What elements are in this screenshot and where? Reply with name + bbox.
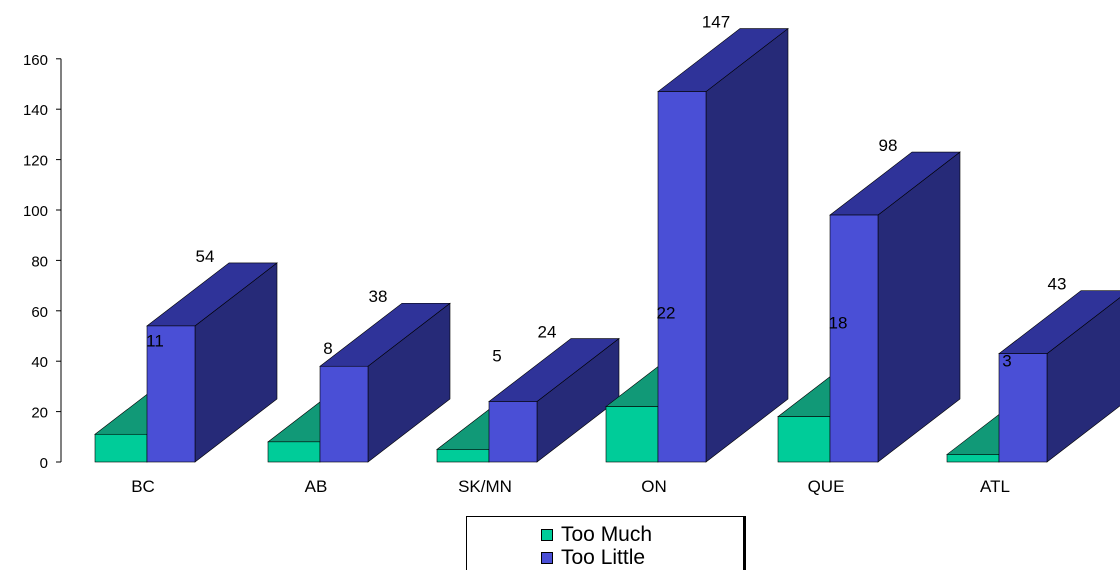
legend-item-too-little: Too Little: [541, 547, 645, 569]
y-tick-label: 100: [23, 203, 48, 220]
legend-swatch-too-little: [541, 552, 553, 564]
bar-too-much: [267, 441, 321, 463]
bar-too-little: [319, 365, 369, 463]
x-tick-label-atl: ATL: [980, 477, 1010, 496]
data-label-too-much: 3: [1002, 351, 1011, 370]
y-tick-label: 60: [31, 304, 48, 321]
data-label-too-little: 24: [538, 323, 557, 342]
x-tick-label-que: QUE: [808, 477, 845, 496]
data-label-too-little: 98: [879, 136, 898, 155]
data-label-too-little: 38: [369, 287, 388, 306]
y-tick-label: 20: [31, 405, 48, 422]
y-tick-label: 80: [31, 253, 48, 270]
bar-too-little: [829, 214, 879, 463]
y-tick-label: 140: [23, 102, 48, 119]
bar-too-much: [946, 454, 1000, 463]
bar-side-too-little: [705, 27, 789, 463]
legend-label-too-much: Too Much: [561, 523, 653, 546]
y-tick-label: 0: [40, 455, 48, 472]
y-tick-label: 120: [23, 153, 48, 170]
x-tick-label-sk-mn: SK/MN: [458, 477, 512, 496]
y-tick-label: 40: [31, 354, 48, 371]
data-label-too-little: 147: [702, 13, 730, 32]
data-label-too-little: 43: [1048, 275, 1067, 294]
bar-too-little: [998, 353, 1048, 463]
bar-too-little: [657, 91, 707, 463]
bar-too-much: [777, 416, 831, 463]
bar-too-little: [488, 401, 538, 463]
bar-too-little: [146, 325, 196, 463]
data-label-too-much: 11: [146, 331, 164, 350]
legend-swatch-too-much: [541, 529, 553, 541]
data-label-too-much: 18: [829, 314, 848, 333]
x-tick-label-ab: AB: [305, 477, 328, 496]
x-tick-label-bc: BC: [131, 477, 155, 496]
legend-label-too-little: Too Little: [561, 546, 646, 569]
bar-too-much: [94, 433, 148, 463]
data-label-too-much: 5: [492, 346, 501, 365]
data-label-too-much: 22: [657, 304, 676, 323]
legend-item-too-much: Too Much: [541, 524, 652, 546]
data-label-too-much: 8: [323, 339, 332, 358]
bar-too-much: [605, 406, 659, 463]
legend: Too Much Too Little: [466, 516, 746, 570]
y-tick-label: 160: [23, 52, 48, 69]
x-tick-label-on: ON: [641, 477, 667, 496]
bar-too-much: [436, 449, 490, 463]
data-label-too-little: 54: [196, 247, 215, 266]
